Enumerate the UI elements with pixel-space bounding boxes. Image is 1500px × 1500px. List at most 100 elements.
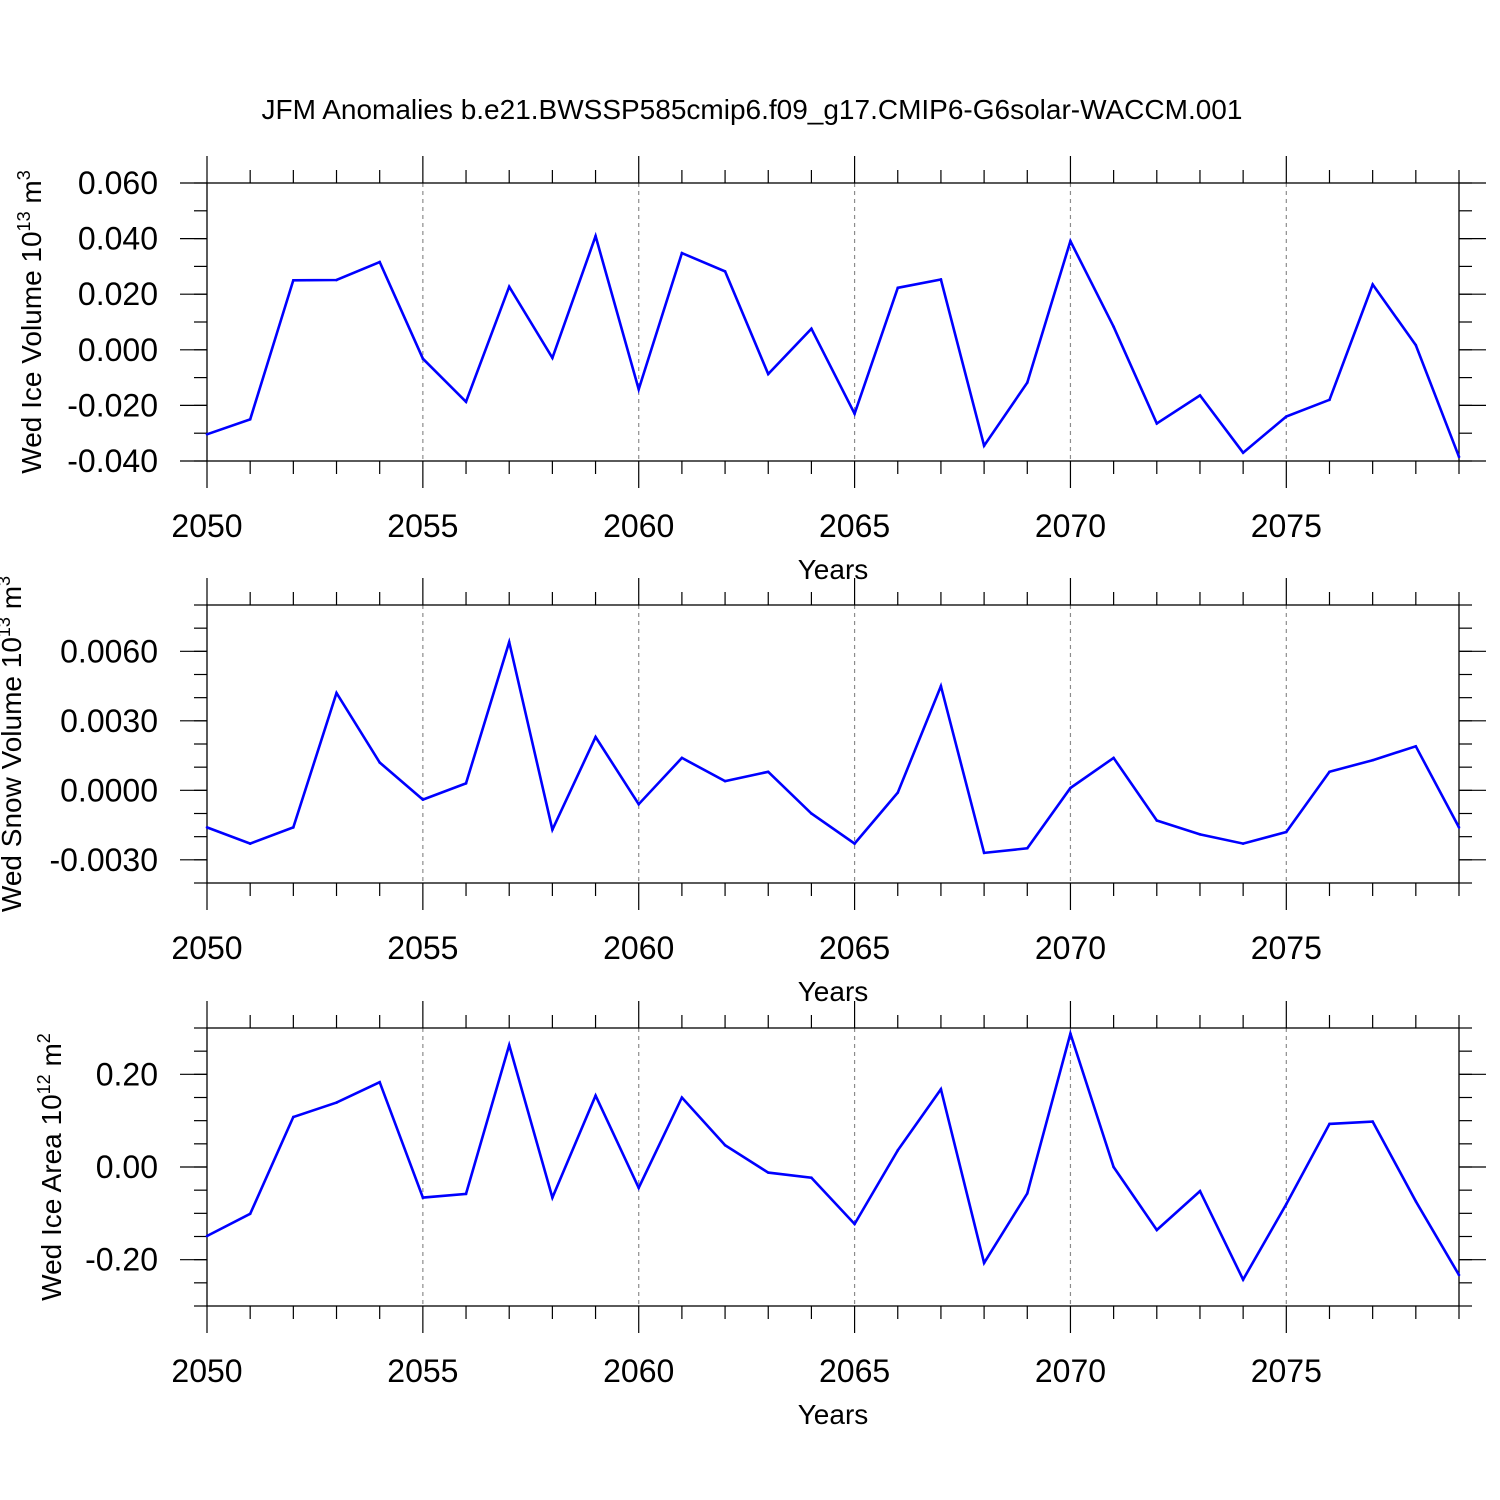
data-point <box>1112 1165 1115 1169</box>
y-tick-label: -0.20 <box>85 1242 158 1278</box>
y-tick-label: 0.040 <box>78 221 158 257</box>
data-point <box>1457 1273 1461 1277</box>
data-point <box>1069 786 1072 790</box>
data-point <box>248 1212 252 1216</box>
x-tick-label: 2060 <box>603 930 674 966</box>
plot-frame <box>206 1027 1460 1307</box>
plot-frame <box>206 182 1460 462</box>
x-tick-label: 2055 <box>387 1353 458 1389</box>
data-point <box>551 1196 554 1199</box>
y-tick-label: -0.040 <box>67 443 158 479</box>
data-point <box>1371 758 1374 762</box>
x-axis-label: Years <box>798 1399 869 1430</box>
data-point <box>982 1261 986 1265</box>
data-point <box>982 851 986 855</box>
y-axis-label: Wed Snow Volume 1013 m3 <box>0 576 27 912</box>
data-point <box>1414 1199 1418 1203</box>
data-point <box>939 278 943 281</box>
x-tick-label: 2070 <box>1035 1353 1106 1389</box>
data-point <box>939 1087 943 1091</box>
data-point <box>939 684 943 688</box>
data-point <box>853 842 856 845</box>
data-point <box>1025 381 1029 384</box>
data-point <box>1285 415 1288 418</box>
data-point <box>1198 1189 1202 1193</box>
panel-2: -0.0030 0.0000 0.0030 0.0060 2050 2055 2060 206… <box>0 576 1486 1007</box>
data-point <box>982 444 986 448</box>
data-point <box>1285 830 1288 834</box>
data-point <box>1025 1192 1029 1195</box>
data-point <box>723 779 727 783</box>
data-point <box>378 761 381 764</box>
x-tick-label: 2050 <box>171 930 242 966</box>
y-tick-label: -0.0030 <box>49 842 158 878</box>
data-point <box>292 279 295 282</box>
data-point <box>896 1149 900 1152</box>
x-tick-label: 2065 <box>819 1353 890 1389</box>
data-point <box>637 387 641 391</box>
data-point <box>1198 394 1202 397</box>
y-tick-label: 0.20 <box>96 1056 158 1092</box>
data-point <box>248 842 252 845</box>
data-point <box>637 1186 641 1190</box>
data-point <box>507 1043 511 1047</box>
data-point <box>723 1143 727 1147</box>
data-point <box>292 1115 295 1119</box>
x-tick-label: 2050 <box>171 1353 242 1389</box>
data-point <box>1328 398 1331 402</box>
y-tick-label: 0.060 <box>78 165 158 201</box>
data-point <box>1241 1278 1245 1281</box>
series-line <box>206 637 1461 855</box>
data-point <box>205 433 209 436</box>
data-point <box>1414 745 1418 748</box>
data-point <box>680 251 684 255</box>
y-tick-label: 0.000 <box>78 332 158 368</box>
x-tick-label: 2055 <box>387 930 458 966</box>
data-point <box>637 802 641 806</box>
x-tick-label: 2065 <box>819 930 890 966</box>
data-point <box>335 1101 338 1104</box>
data-point <box>507 640 511 644</box>
x-tick-label: 2060 <box>603 508 674 544</box>
chart-panels: -0.040 -0.020 0.000 0.020 0.040 0.060 2050 2055… <box>0 156 1486 1430</box>
data-point <box>1112 756 1115 760</box>
data-point <box>766 1171 770 1174</box>
y-tick-label: 0.0060 <box>60 633 158 669</box>
data-point <box>594 234 597 238</box>
y-tick-label: 0.0030 <box>60 703 158 739</box>
data-point <box>464 782 468 785</box>
data-point <box>1069 239 1072 243</box>
data-point <box>1198 833 1202 836</box>
data-point <box>1155 1228 1159 1232</box>
data-point <box>1155 819 1159 822</box>
x-tick-label: 2060 <box>603 1353 674 1389</box>
data-point <box>810 327 813 330</box>
data-point <box>551 356 554 360</box>
data-point <box>680 756 684 760</box>
data-point <box>1241 842 1245 845</box>
chart-title: JFM Anomalies b.e21.BWSSP585cmip6.f09_g1… <box>262 94 1243 125</box>
data-point <box>378 1080 381 1084</box>
data-point <box>378 260 381 264</box>
x-tick-label: 2055 <box>387 508 458 544</box>
data-point <box>1457 455 1461 459</box>
data-point <box>205 1234 209 1238</box>
data-point <box>1112 325 1115 329</box>
data-point <box>1414 343 1418 347</box>
y-tick-label: 0.00 <box>96 1149 158 1185</box>
series-line <box>206 1029 1461 1283</box>
data-point <box>1457 826 1461 829</box>
data-point <box>1371 283 1374 286</box>
y-tick-label: 0.0000 <box>60 772 158 808</box>
panel-1: -0.040 -0.020 0.000 0.020 0.040 0.060 2050 2055… <box>14 156 1486 585</box>
series-line <box>206 231 1461 458</box>
data-point <box>1025 846 1029 850</box>
data-point <box>464 400 468 404</box>
data-point <box>896 791 900 794</box>
x-axis-label: Years <box>798 976 869 1007</box>
plot-frame <box>206 604 1460 884</box>
data-point <box>1241 451 1245 454</box>
data-point <box>680 1096 684 1099</box>
data-point <box>766 372 770 376</box>
data-point <box>594 1094 597 1097</box>
